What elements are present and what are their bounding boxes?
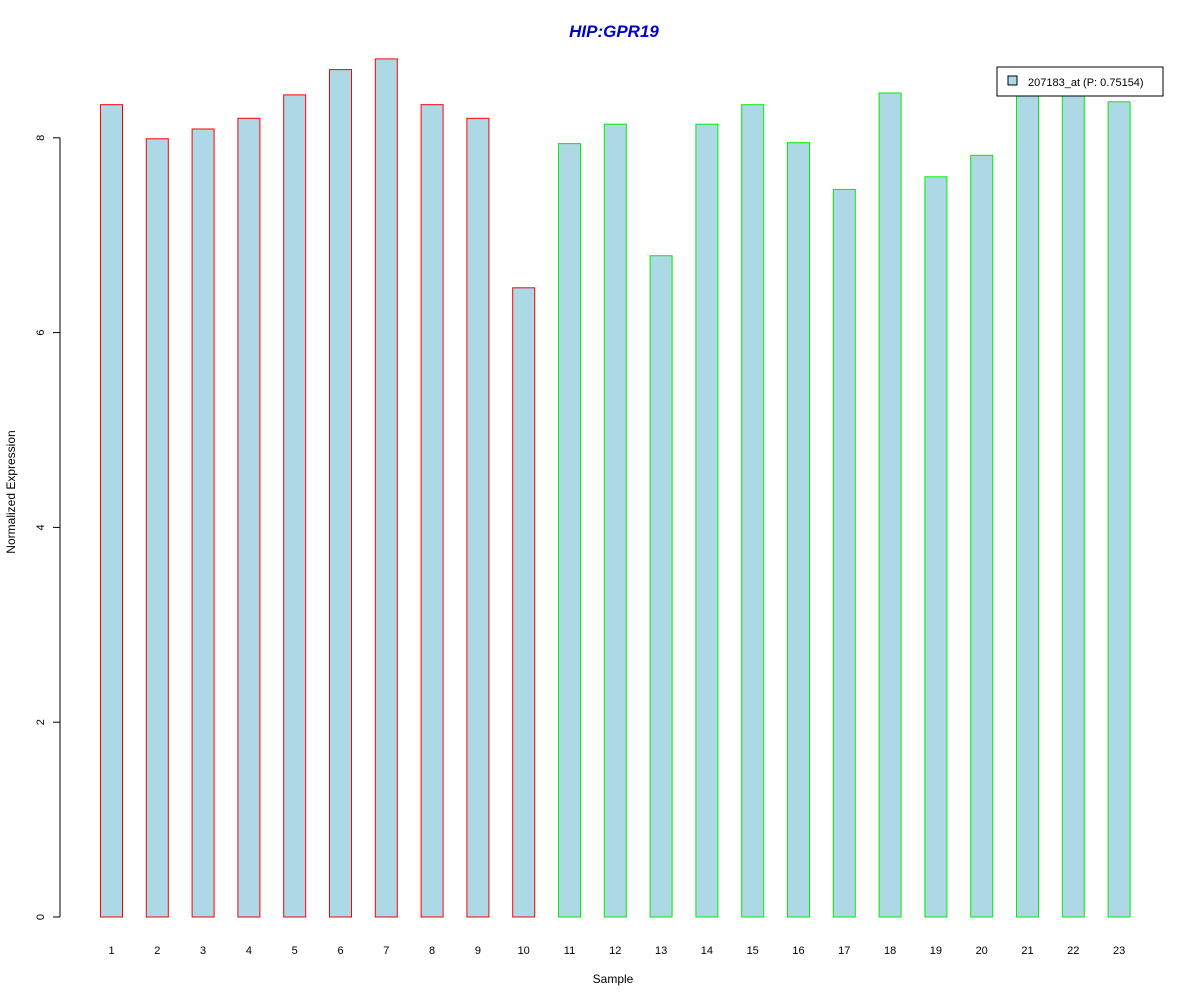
bar-sample-14 (695, 123, 719, 918)
x-tick-label: 17 (838, 945, 850, 957)
legend: 207183_at (P: 0.75154) (996, 66, 1164, 97)
legend-label: 207183_at (P: 0.75154) (1028, 77, 1144, 89)
bar-sample-6 (329, 69, 352, 918)
x-tick-label: 23 (1113, 945, 1125, 957)
x-tick-label: 20 (976, 945, 988, 957)
bar-sample-18 (878, 92, 902, 918)
x-tick-label: 21 (1021, 945, 1033, 957)
bar-sample-4 (237, 117, 261, 918)
bar-sample-7 (374, 58, 398, 918)
bar-sample-2 (145, 138, 169, 918)
bar-sample-15 (741, 104, 765, 918)
bar-sample-10 (512, 287, 536, 918)
x-tick-label: 9 (475, 945, 481, 957)
x-axis-label: Sample (593, 972, 634, 986)
x-tick-label: 6 (337, 945, 343, 957)
y-tick-label: 0 (35, 914, 47, 920)
x-tick-label: 1 (108, 945, 114, 957)
x-tick-label: 19 (930, 945, 942, 957)
x-tick-label: 5 (292, 945, 298, 957)
legend-box (996, 66, 1164, 97)
bar-sample-21 (1016, 92, 1039, 918)
x-tick-label: 8 (429, 945, 435, 957)
x-tick-label: 22 (1067, 945, 1079, 957)
bar-sample-11 (558, 143, 581, 918)
x-tick-label: 15 (747, 945, 759, 957)
x-tick-label: 7 (383, 945, 389, 957)
x-tick-labels: 1 2 3 4 5 6 7 8 9 10 11 12 13 14 15 16 17 18 19 20 21 22 23 (108, 945, 1125, 957)
y-tick-label: 6 (35, 330, 47, 336)
x-tick-label: 14 (701, 945, 713, 957)
legend-swatch (1007, 75, 1018, 86)
x-tick-label: 10 (518, 945, 530, 957)
x-tick-label: 3 (200, 945, 206, 957)
x-tick-label: 4 (246, 945, 252, 957)
bar-sample-16 (787, 142, 810, 918)
bar-sample-17 (832, 188, 856, 918)
bar-sample-1 (100, 104, 123, 918)
bar-sample-19 (924, 176, 948, 918)
bar-sample-20 (970, 154, 994, 918)
y-axis: 0 2 4 6 8 (35, 135, 61, 920)
y-tick-label: 2 (35, 719, 47, 725)
y-axis-label: Normalized Expression (4, 430, 18, 553)
x-tick-label: 11 (564, 945, 575, 957)
bar-sample-23 (1107, 101, 1131, 918)
y-tick-label: 4 (35, 524, 47, 530)
x-tick-label: 18 (884, 945, 896, 957)
x-tick-label: 2 (154, 945, 160, 957)
bar-sample-22 (1061, 92, 1085, 918)
x-tick-label: 16 (792, 945, 804, 957)
bar-sample-9 (466, 117, 490, 918)
bar-sample-8 (420, 104, 444, 918)
bar-sample-12 (603, 123, 627, 918)
chart-title: HIP:GPR19 (569, 22, 659, 41)
bar-sample-5 (283, 94, 307, 918)
x-tick-label: 12 (609, 945, 621, 957)
y-tick-label: 8 (35, 135, 47, 141)
bar-sample-13 (649, 255, 673, 918)
bar-sample-3 (191, 128, 215, 918)
bars-group (100, 58, 1131, 918)
x-tick-label: 13 (655, 945, 667, 957)
